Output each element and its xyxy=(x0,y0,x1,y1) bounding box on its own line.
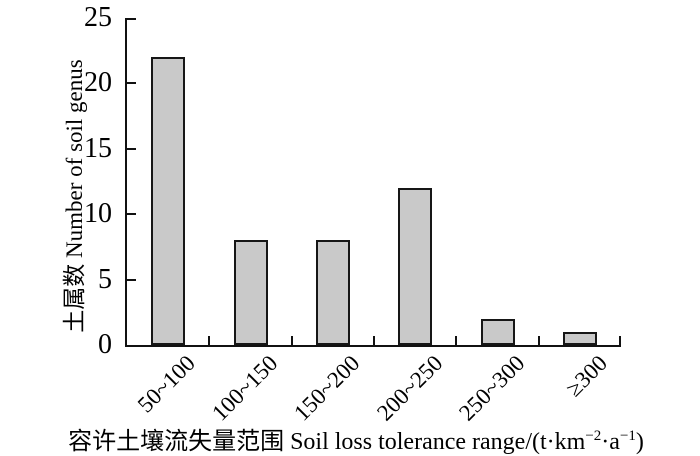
x-axis-title-mid: ·a xyxy=(601,429,620,455)
y-tick-label: 20 xyxy=(84,67,112,99)
y-tick-label: 15 xyxy=(84,132,112,164)
bar-50~100 xyxy=(151,57,186,345)
x-tick-label: 50~100 xyxy=(133,350,201,418)
y-tick-label: 10 xyxy=(84,198,112,230)
bar-≥300 xyxy=(562,331,597,345)
x-tick-mark xyxy=(373,336,375,345)
bar-250~300 xyxy=(480,318,515,345)
bar-200~250 xyxy=(398,188,433,345)
y-tick-mark xyxy=(127,278,136,281)
bar-150~200 xyxy=(315,240,350,345)
x-axis-title-sup-km: −2 xyxy=(585,428,602,444)
y-tick-label: 0 xyxy=(98,329,112,360)
y-tick-mark xyxy=(127,82,136,85)
x-tick-mark xyxy=(537,336,540,345)
x-tick-label: 150~200 xyxy=(289,350,365,426)
x-axis-title-close: ) xyxy=(635,429,644,455)
x-tick-mark xyxy=(455,336,458,345)
x-axis-title: 容许土壤流失量范围 Soil loss tolerance range/(t·k… xyxy=(68,421,644,456)
x-tick-mark xyxy=(619,336,621,345)
plot-area xyxy=(125,18,621,347)
bar-100~150 xyxy=(233,240,268,345)
y-tick-label: 25 xyxy=(84,2,112,33)
y-tick-label: 5 xyxy=(98,263,112,295)
x-axis-title-sup-a: −1 xyxy=(619,428,636,444)
y-tick-mark xyxy=(127,18,136,20)
y-tick-mark xyxy=(127,213,136,216)
x-tick-label: 100~150 xyxy=(207,350,283,426)
x-tick-label: ≥300 xyxy=(560,350,612,402)
x-tick-label: 250~300 xyxy=(454,350,530,426)
y-tick-mark xyxy=(127,147,136,150)
x-tick-label: 200~250 xyxy=(371,350,448,426)
x-tick-mark xyxy=(290,336,293,345)
x-axis-title-text: 容许土壤流失量范围 Soil loss tolerance range/(t·k… xyxy=(68,429,586,455)
x-tick-mark xyxy=(208,336,211,345)
